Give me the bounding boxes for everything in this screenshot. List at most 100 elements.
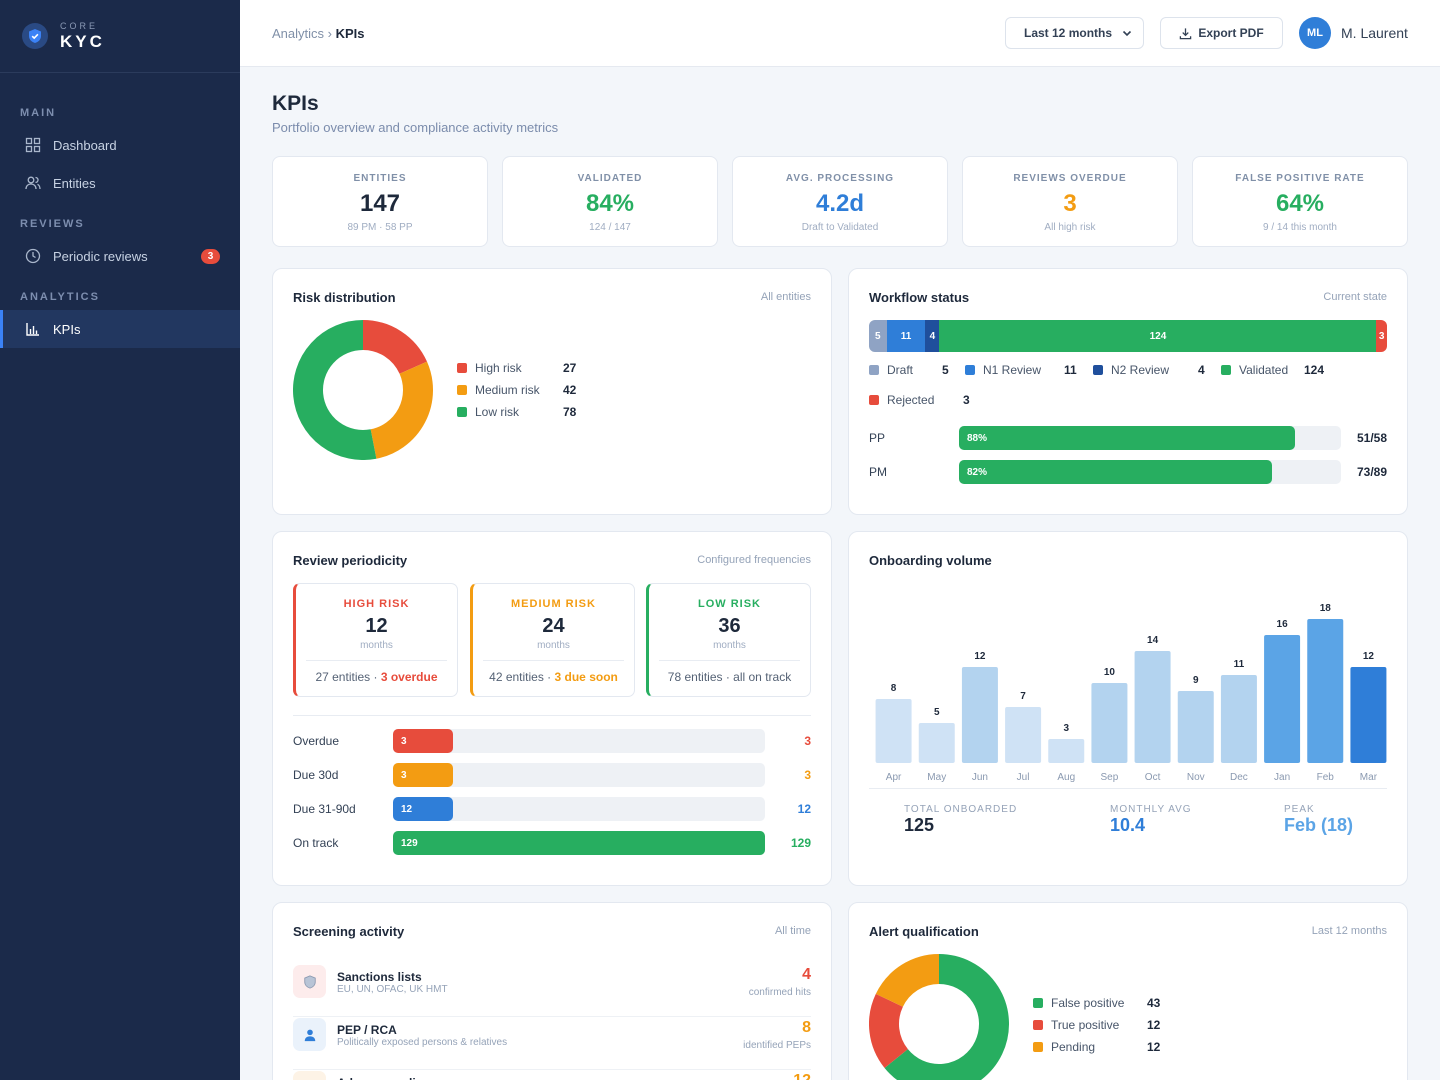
legend-swatch [869,395,879,405]
legend-label: N1 Review [983,363,1042,377]
onboarding-bar[interactable] [1177,691,1214,763]
kpi-label: ENTITIES [353,173,407,184]
breadcrumb-parent[interactable]: Analytics [272,26,325,41]
periodicity-row-fill: 3 [393,729,453,753]
legend-swatch [1093,365,1103,375]
legend-swatch [965,365,975,375]
avatar[interactable]: ML [1299,17,1331,49]
card-title: Review periodicity [293,553,408,568]
risk-slice[interactable] [293,320,377,460]
screening-row[interactable]: PEP / RCA Politically exposed persons & r… [293,1018,811,1070]
periodicity-status: 3 due soon [554,670,618,684]
user-name[interactable]: M. Laurent [1341,25,1408,41]
onboarding-bar[interactable] [1134,651,1171,763]
periodicity-status: 3 overdue [380,670,438,684]
periodicity-row-value: 3 [804,768,811,782]
kpi-card: AVG. PROCESSING 4.2d Draft to Validated [732,156,948,247]
periodicity-row-label: Due 31-90d [293,802,356,816]
alert-slice[interactable] [869,993,909,1069]
workflow-segment-value: 3 [1378,330,1385,342]
alert-donut-chart [869,954,1009,1080]
periodicity-row-value: 129 [790,836,811,850]
alert-slice[interactable] [884,954,1009,1080]
breadcrumb-separator: › [324,26,336,41]
alert-slice[interactable] [875,954,940,1008]
periodicity-row-bar-value: 129 [401,837,418,849]
topbar: Analytics › KPIs Last 12 months Export P… [240,0,1440,67]
kpi-value: 64% [1275,190,1325,217]
onboarding-bar[interactable] [875,699,912,763]
kpi-sub: 124 / 147 [589,222,631,233]
periodicity-entities: 78 entities · [667,670,734,684]
period-select[interactable]: Last 12 months [1005,17,1144,49]
download-icon [1180,27,1192,39]
sidebar-item-entities[interactable]: Entities [0,164,240,202]
onboarding-bar[interactable] [1350,667,1387,763]
risk-slice[interactable] [369,361,433,459]
onboarding-bar[interactable] [1091,683,1128,763]
legend-value: 78 [563,405,577,419]
screening-caption: confirmed hits [748,987,811,998]
onboarding-stat-value: Feb (18) [1284,815,1354,835]
screening-row[interactable]: Sanctions lists EU, UN, OFAC, UK HMT 4 conf… [293,965,811,1017]
sidebar-item-kpis[interactable]: KPIs [0,310,240,348]
sidebar-item-label: Periodic reviews [53,248,148,264]
page-title: KPIs [272,92,319,115]
periodicity-row-fill: 12 [393,797,453,821]
onboarding-bar[interactable] [1264,635,1301,763]
sidebar-item-dashboard[interactable]: Dashboard [0,126,240,164]
legend-value: 11 [1064,363,1077,377]
kpi-value: 3 [1063,190,1077,217]
workflow-segment-value: 11 [900,330,912,342]
periodicity-row-track[interactable]: 129 [393,831,765,855]
legend-label: False positive [1051,996,1125,1010]
workflow-segment[interactable]: 3 [1376,320,1387,352]
onboarding-bar[interactable] [961,667,998,763]
onboarding-volume-card: Onboarding volume 8 Apr 5 May 12 Jun 7 Jul 3 Aug 1… [848,531,1408,886]
kpi-card: FALSE POSITIVE RATE 64% 9 / 14 this month [1192,156,1408,247]
workflow-segment-value: 4 [929,330,936,342]
legend-label: Low risk [475,405,520,419]
brand[interactable]: CORE KYC [0,0,240,73]
grid-icon [24,137,41,154]
workflow-segment[interactable]: 5 [869,320,887,352]
onboarding-bar[interactable] [918,723,955,763]
kpi-label: VALIDATED [577,173,643,184]
legend-label: High risk [475,361,522,375]
sidebar-item-periodic-reviews[interactable]: Periodic reviews 3 [0,237,240,275]
periodicity-row-track[interactable]: 3 [393,729,765,753]
export-pdf-label: Export PDF [1198,26,1264,40]
legend-swatch [457,385,467,395]
screening-caption: identified PEPs [743,1040,811,1051]
onboarding-bar[interactable] [1048,739,1085,763]
periodicity-footer: 42 entities · 3 due soon [483,660,624,684]
screening-row[interactable]: Adverse media 12 [293,1071,811,1080]
onboarding-bar[interactable] [1005,707,1042,763]
periodicity-row-track[interactable]: 3 [393,763,765,787]
onboarding-bar[interactable] [1220,675,1257,763]
onboarding-bar[interactable] [1307,619,1344,763]
periodicity-footer: 78 entities · all on track [659,660,800,684]
legend-item: High risk [457,361,522,375]
validation-progress-track: 88% [959,426,1341,450]
periodicity-footer: 27 entities · 3 overdue [306,660,447,684]
periodicity-row-bar-value: 3 [401,769,407,781]
periodicity-status: all on track [733,670,792,684]
periodicity-row-bar-value: 12 [401,803,413,815]
screening-description: EU, UN, OFAC, UK HMT [337,984,448,995]
export-pdf-button[interactable]: Export PDF [1160,17,1283,49]
workflow-segment[interactable]: 124 [939,320,1377,352]
workflow-stacked-bar: 5 11 4 124 3 [869,320,1387,352]
kpi-label: FALSE POSITIVE RATE [1235,173,1365,184]
workflow-segment[interactable]: 4 [925,320,940,352]
legend-swatch [1221,365,1231,375]
workflow-segment[interactable]: 11 [886,320,926,352]
nav-section-main: MAIN [20,107,57,119]
legend-item: Validated [1221,363,1288,377]
screening-count: 4 [802,966,811,983]
kpi-label: AVG. PROCESSING [785,173,895,184]
validation-percent: 88% [967,432,988,444]
periodicity-row-track[interactable]: 12 [393,797,765,821]
risk-slice[interactable] [362,320,428,375]
overdue-badge: 3 [201,249,220,264]
